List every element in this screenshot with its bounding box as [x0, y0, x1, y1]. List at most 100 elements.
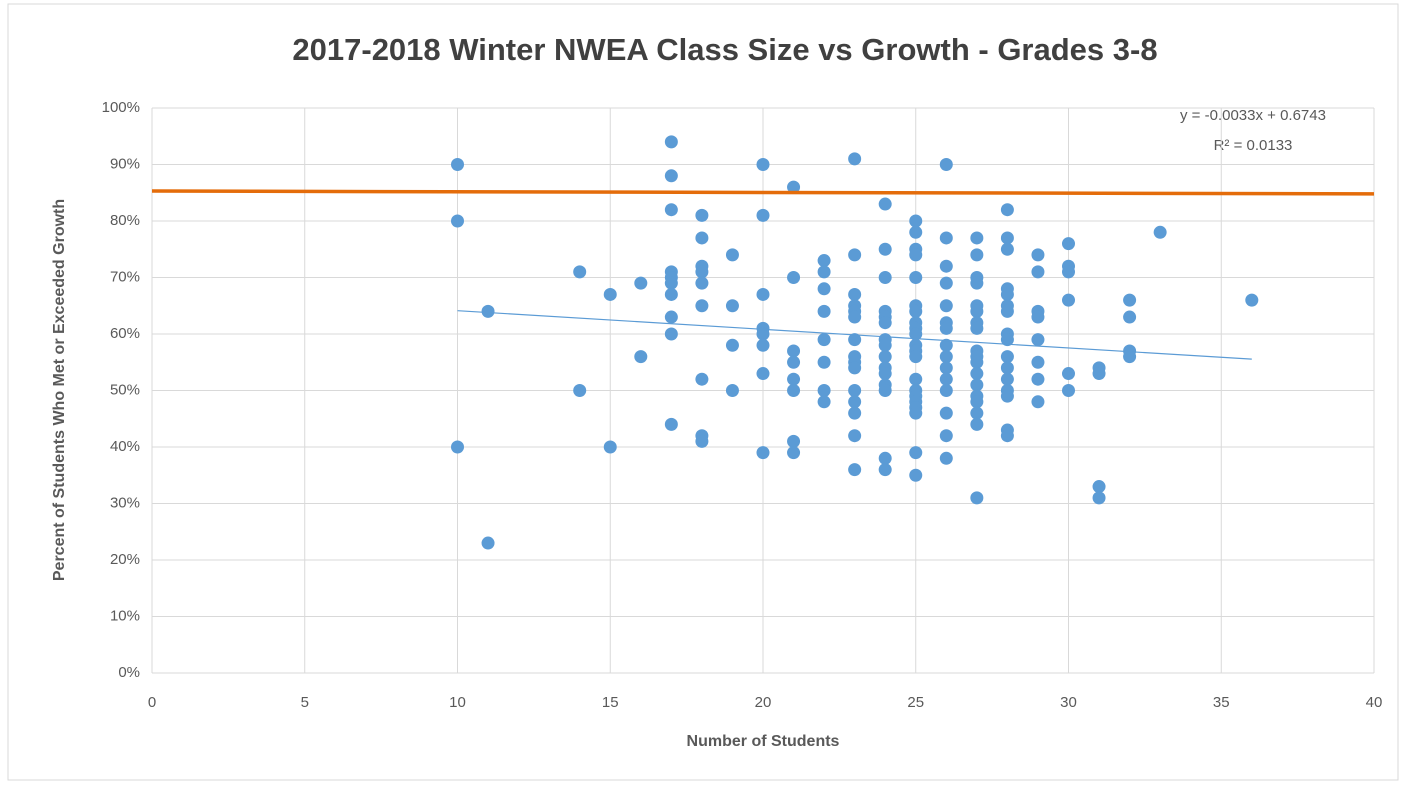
point	[909, 225, 923, 239]
point	[1153, 225, 1167, 239]
point	[787, 271, 801, 284]
point	[664, 327, 678, 341]
y-tick-label: 60%	[110, 325, 140, 342]
point	[725, 248, 739, 262]
point	[939, 429, 953, 443]
point	[451, 440, 464, 454]
point	[939, 451, 953, 465]
point	[848, 429, 862, 443]
point	[848, 406, 862, 420]
point	[848, 333, 862, 347]
point	[939, 361, 953, 375]
chart-title: 2017-2018 Winter NWEA Class Size vs Grow…	[292, 32, 1157, 67]
point	[1000, 333, 1014, 347]
point	[603, 287, 617, 301]
y-tick-label: 10%	[110, 607, 140, 624]
point	[909, 406, 923, 420]
x-tick-label: 10	[449, 694, 466, 711]
point	[848, 361, 862, 375]
point	[817, 384, 831, 397]
point	[909, 304, 923, 318]
point	[787, 434, 801, 448]
point	[909, 446, 923, 460]
point	[451, 214, 464, 228]
point	[939, 384, 953, 397]
point	[664, 203, 678, 217]
point	[787, 446, 801, 460]
point	[909, 248, 923, 262]
point	[1092, 480, 1106, 494]
trend-equation: y = -0.0033x + 0.6743	[1180, 107, 1326, 124]
point	[939, 259, 953, 273]
point	[970, 417, 984, 431]
point	[787, 344, 801, 358]
point	[695, 265, 709, 279]
point	[1092, 491, 1106, 505]
point	[1245, 293, 1259, 307]
point	[1000, 389, 1014, 403]
y-tick-label: 90%	[110, 155, 140, 172]
point	[1000, 361, 1014, 375]
point	[1000, 429, 1014, 443]
point	[970, 355, 984, 369]
point	[939, 338, 953, 352]
point	[725, 338, 739, 352]
x-tick-label: 0	[148, 694, 156, 711]
y-tick-label: 70%	[110, 268, 140, 285]
point	[970, 321, 984, 335]
point	[1062, 367, 1075, 381]
y-tick-label: 80%	[110, 212, 140, 229]
y-axis-title: Percent of Students Who Met or Exceeded …	[51, 199, 68, 581]
point	[1031, 395, 1045, 409]
point	[695, 276, 709, 290]
point	[1062, 384, 1075, 397]
point	[939, 372, 953, 386]
point	[664, 310, 678, 324]
point	[1000, 203, 1014, 217]
point	[787, 180, 801, 194]
y-tick-label: 0%	[118, 664, 140, 681]
point	[939, 350, 953, 364]
x-tick-label: 40	[1366, 694, 1383, 711]
point	[970, 491, 984, 505]
y-tick-label: 20%	[110, 551, 140, 568]
x-tick-label: 20	[755, 694, 772, 711]
point	[1000, 304, 1014, 318]
point	[603, 440, 617, 454]
point	[1000, 350, 1014, 364]
point	[787, 384, 801, 397]
point	[939, 158, 953, 171]
point	[1000, 242, 1014, 256]
point	[756, 367, 770, 381]
point	[878, 197, 892, 211]
point	[634, 276, 648, 290]
y-tick-label: 40%	[110, 438, 140, 455]
point	[878, 463, 892, 477]
point	[573, 265, 587, 279]
x-tick-label: 5	[301, 694, 309, 711]
x-tick-label: 35	[1213, 694, 1230, 711]
point	[787, 372, 801, 386]
point	[970, 304, 984, 318]
point	[664, 417, 678, 431]
point	[695, 434, 709, 448]
point	[848, 287, 862, 301]
point	[1000, 231, 1014, 245]
point	[848, 310, 862, 324]
point	[1031, 372, 1045, 386]
point	[878, 350, 892, 364]
point	[1062, 265, 1075, 279]
point	[939, 321, 953, 335]
point	[970, 395, 984, 409]
point	[848, 463, 862, 477]
point	[481, 304, 495, 318]
point	[909, 468, 923, 482]
point	[787, 355, 801, 369]
point	[756, 446, 770, 460]
point	[451, 158, 464, 171]
x-axis-title: Number of Students	[687, 733, 840, 750]
point	[756, 158, 770, 171]
y-tick-label: 100%	[102, 99, 140, 116]
point	[634, 350, 648, 364]
